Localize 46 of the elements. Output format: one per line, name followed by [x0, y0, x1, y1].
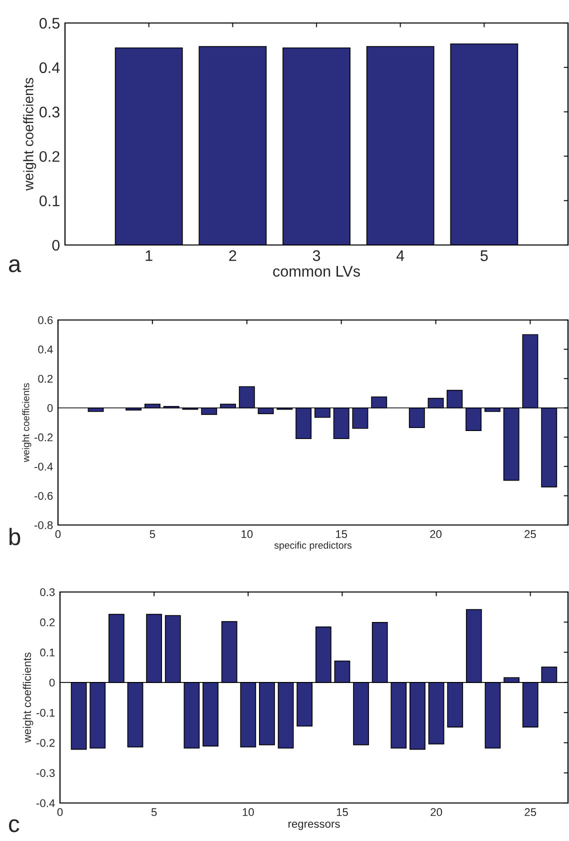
x-tick-label: 1: [146, 250, 152, 261]
text: b: [10, 528, 20, 546]
y-tick-label: -0.1: [36, 708, 55, 717]
x-tick-label: 5: [480, 250, 488, 262]
y-tick-label: 0.1: [40, 648, 55, 656]
y-tick-label: -0.2: [36, 738, 55, 747]
y-tick-label: 0: [52, 240, 60, 251]
x-tick-label: 25: [524, 808, 536, 816]
y-axis-title: weight coefficients: [22, 383, 32, 462]
y-tick-label: -0.4: [34, 462, 53, 471]
y-tick-label: 0.3: [40, 588, 55, 596]
x-tick-label: 3: [312, 250, 320, 262]
x-axis-title: regressors: [288, 822, 340, 830]
y-tick-label: 0.4: [40, 62, 60, 74]
x-tick-label: 25: [524, 530, 536, 538]
y-axis-title: weight coefficients: [22, 652, 34, 743]
y-tick-label: 0.6: [38, 316, 53, 324]
y-tick-label: -0.6: [34, 492, 53, 500]
x-tick-label: 5: [151, 808, 157, 816]
x-tick-label: 10: [242, 530, 253, 538]
x-tick-label: 20: [430, 530, 442, 538]
y-tick-label: 0.5: [40, 18, 60, 29]
y-tick-label: 0: [47, 404, 53, 412]
x-tick-label: 10: [242, 808, 254, 816]
y-tick-label: 0.1: [40, 195, 60, 206]
y-tick-label: 0.4: [38, 346, 53, 354]
x-tick-label: 2: [229, 250, 236, 261]
x-tick-label: 5: [150, 530, 156, 538]
x-tick-label: 20: [430, 808, 442, 816]
y-axis-title: weight coefficients: [23, 78, 36, 191]
y-tick-label: 0.2: [38, 374, 53, 383]
y-tick-label: -0.4: [36, 799, 55, 808]
y-tick-label: -0.3: [36, 769, 55, 777]
x-tick-label: 4: [396, 250, 404, 261]
y-tick-label: 0.2: [40, 151, 60, 162]
x-tick-label: 15: [336, 808, 348, 816]
y-tick-label: -0.8: [34, 521, 53, 530]
y-tick-label: 0.2: [40, 618, 55, 626]
x-axis-title: specific predictors: [274, 542, 352, 551]
y-tick-label: -0.2: [34, 433, 53, 442]
x-tick-label: 15: [336, 530, 348, 538]
x-axis-title: common LVs: [273, 266, 360, 277]
text: a: [9, 259, 22, 272]
y-tick-label: 0: [49, 678, 55, 687]
y-tick-label: 0.3: [40, 106, 60, 118]
text: c: [9, 819, 20, 832]
